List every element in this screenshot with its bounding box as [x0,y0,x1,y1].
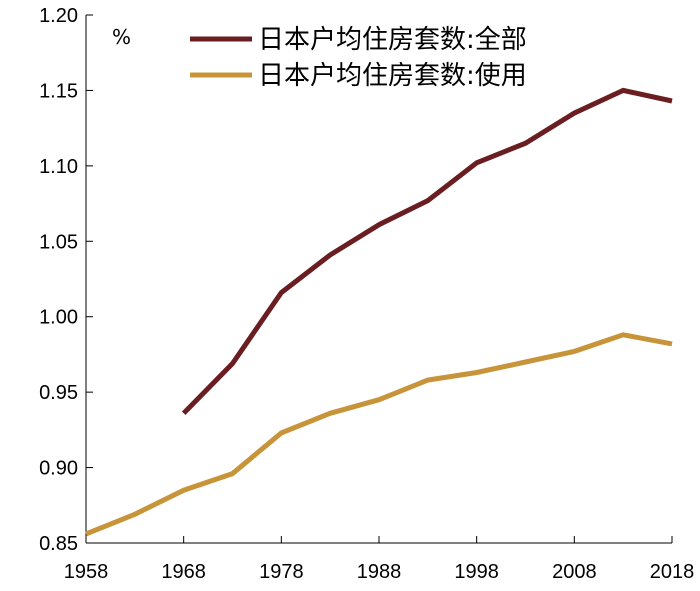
x-tick-label: 1998 [454,561,499,583]
y-tick-label: 0.85 [39,533,78,555]
x-tick-label: 2008 [552,561,597,583]
x-tick-label: 1988 [357,561,402,583]
y-tick-label: 1.05 [39,231,78,253]
series-line-1 [181,87,673,416]
y-tick-label: 0.90 [39,458,78,480]
y-tick-label: 1.00 [39,307,78,329]
axes [85,14,673,544]
legend-label: 日本户均住房套数:使用 [258,61,527,91]
y-tick-label: 1.15 [39,80,78,102]
x-tick-labels: 1958 1968 1978 1988 1998 2008 2018 [64,561,695,583]
y-tick-label: 1.20 [39,5,78,27]
y-unit-label: % [112,25,131,49]
y-tick-labels: 0.85 0.90 0.95 1.00 1.05 1.10 1.15 1.20 [39,5,78,555]
series-lines [85,87,673,537]
series-line-2 [85,332,673,537]
x-tick-label: 2018 [650,561,695,583]
legend-label: 日本户均住房套数:全部 [258,25,527,55]
x-tick-label: 1968 [161,561,206,583]
x-tick-label: 1958 [64,561,109,583]
y-tick-label: 0.95 [39,382,78,404]
x-tick-label: 1978 [259,561,304,583]
y-tick-label: 1.10 [39,156,78,178]
